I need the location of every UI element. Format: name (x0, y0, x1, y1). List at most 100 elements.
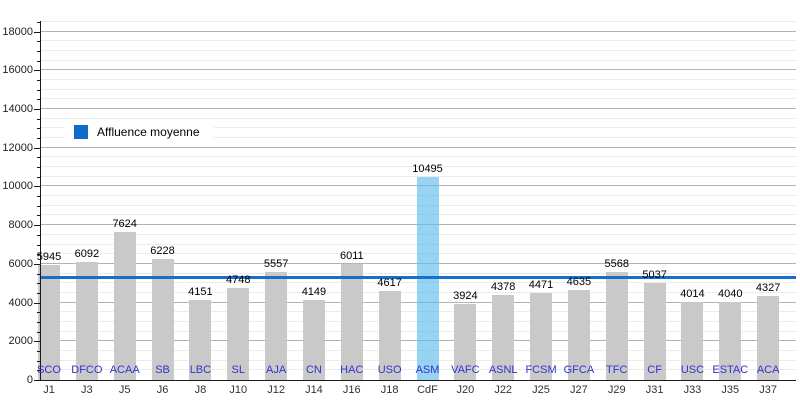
y-minor-tick (37, 99, 40, 101)
legend-swatch-icon (74, 125, 88, 139)
average-line (41, 275, 796, 279)
y-minor-tick (37, 89, 40, 91)
y-minor-tick (37, 196, 40, 198)
club-label: USC (680, 364, 705, 376)
club-label: VAFC (451, 364, 480, 376)
bar (378, 290, 401, 380)
gridline-minor (41, 117, 796, 119)
bar-value-label: 5037 (642, 268, 667, 281)
y-axis-label: 10000 (2, 180, 33, 193)
y-major-tick (34, 109, 40, 111)
bar (151, 259, 174, 380)
gridline-major (41, 69, 796, 71)
matchday-label: J33 (683, 384, 702, 396)
gridline-minor (41, 175, 796, 177)
y-minor-tick (37, 321, 40, 323)
matchday-label: J35 (721, 384, 740, 396)
y-minor-tick (37, 80, 40, 81)
gridline-minor (41, 156, 796, 158)
bar-value-label: 6228 (150, 245, 175, 258)
matchday-label: J1 (43, 384, 55, 396)
bar (189, 299, 212, 380)
y-axis-label: 14000 (2, 103, 33, 116)
gridline-minor (41, 20, 796, 22)
y-minor-tick (37, 50, 40, 52)
matchday-label: J22 (494, 384, 513, 396)
y-axis-label: 16000 (2, 64, 33, 77)
bar (340, 263, 363, 380)
y-axis-label: 4000 (8, 296, 33, 309)
club-label: ACAA (109, 364, 140, 376)
y-major-tick (34, 225, 40, 227)
y-minor-tick (37, 273, 40, 275)
gridline-major (41, 146, 796, 148)
matchday-label: J12 (267, 384, 285, 396)
y-minor-tick (37, 312, 40, 314)
matchday-label: J6 (156, 384, 169, 396)
club-label: LBC (189, 364, 212, 376)
y-minor-tick (37, 350, 40, 352)
bar-value-label: 4617 (377, 276, 402, 289)
y-minor-tick (37, 331, 40, 333)
y-axis-label: 6000 (8, 257, 33, 270)
bar (302, 299, 325, 380)
y-minor-tick (37, 118, 40, 120)
y-minor-tick (37, 215, 40, 217)
matchday-label: J29 (607, 384, 626, 396)
bar (643, 282, 666, 380)
y-major-tick (34, 186, 40, 188)
y-minor-tick (37, 41, 40, 43)
bar-value-label: 4149 (301, 285, 327, 298)
y-minor-tick (37, 128, 40, 130)
club-label: HAC (340, 364, 364, 376)
matchday-label: J27 (570, 384, 588, 396)
gridline-minor (41, 40, 796, 42)
y-minor-tick (37, 244, 40, 246)
bar (605, 272, 628, 380)
y-major-tick (34, 147, 40, 149)
y-axis-label: 8000 (8, 219, 33, 232)
matchday-label: J25 (532, 384, 550, 396)
y-minor-tick (37, 167, 40, 169)
y-minor-tick (37, 176, 40, 178)
bar-value-label: 5557 (263, 258, 289, 271)
club-label: USO (377, 364, 402, 376)
bar-value-label: 10495 (412, 162, 443, 175)
plot-area: 5945 SCO 6092 DFCO 7624 ACAA 6228 SB 4151 LBC 4748… (37, 20, 796, 380)
matchday-label: J18 (380, 384, 399, 396)
y-minor-tick (37, 234, 40, 236)
club-label: CN (305, 364, 322, 376)
bar (113, 232, 136, 380)
club-label: SL (231, 364, 245, 376)
bar-value-label: 3924 (453, 290, 478, 303)
club-label: ACA (756, 364, 780, 376)
y-minor-tick (37, 360, 40, 362)
legend-label: Affluence moyenne (97, 125, 200, 139)
bar-value-label: 4471 (528, 279, 554, 292)
matchday-label: J8 (194, 384, 207, 396)
bar (567, 290, 590, 380)
gridline-major (41, 30, 796, 32)
club-label: ESTAC (712, 364, 749, 376)
bar-value-label: 6092 (74, 248, 100, 261)
y-major-tick (34, 380, 40, 381)
matchday-label: J31 (645, 384, 664, 396)
matchday-label: J10 (229, 384, 248, 396)
club-label: SCO (37, 364, 61, 376)
bar (227, 288, 250, 380)
bar-value-label: 5568 (604, 258, 629, 271)
club-label: ASM (415, 364, 440, 376)
y-minor-tick (37, 254, 40, 256)
y-major-tick (34, 263, 40, 265)
y-minor-tick (37, 21, 40, 23)
matchday-label: CdF (417, 384, 438, 396)
gridline-minor (41, 98, 796, 100)
gridline-minor (41, 59, 796, 61)
bar-value-label: 4378 (490, 281, 516, 294)
bar-value-label: 6011 (339, 249, 364, 262)
bar (265, 272, 288, 380)
bar-value-label: 4327 (755, 282, 781, 295)
y-axis-label: 18000 (2, 25, 33, 38)
bar (530, 293, 553, 380)
club-label: FCSM (525, 364, 557, 376)
